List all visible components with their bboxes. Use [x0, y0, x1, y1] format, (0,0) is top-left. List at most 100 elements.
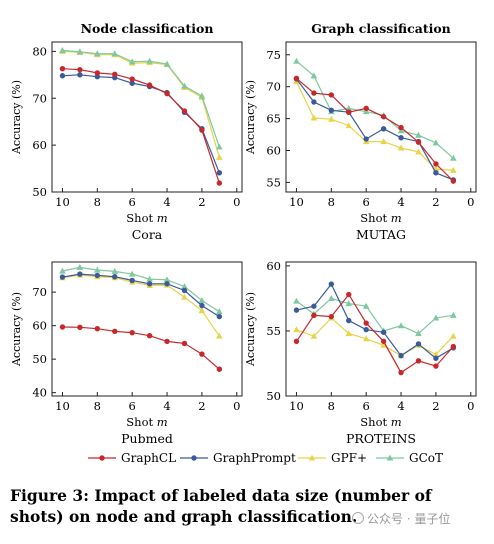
y-tick-label: 40 — [32, 386, 47, 400]
data-point — [181, 293, 188, 300]
legend-entry: GPF+ — [298, 451, 367, 465]
series-gpf- — [293, 314, 457, 359]
series-line — [62, 326, 220, 370]
legend-marker — [308, 454, 316, 461]
legend-label: GraphCL — [121, 451, 176, 465]
data-point — [380, 329, 387, 335]
x-axis-label: Shot m — [360, 415, 402, 429]
caption-label: Figure 3: — [10, 486, 89, 505]
data-point — [362, 302, 370, 309]
data-point — [146, 333, 153, 339]
series-line — [62, 273, 220, 318]
series-gpf- — [59, 47, 223, 160]
data-point — [77, 66, 83, 73]
x-tick-label: 0 — [233, 399, 240, 413]
series-gcot — [293, 57, 457, 161]
data-point — [363, 105, 369, 112]
data-point — [59, 47, 66, 53]
data-point — [216, 308, 223, 315]
data-point — [432, 314, 440, 321]
caption-text: Impact of labeled data size (number of s… — [10, 486, 432, 526]
series-line — [62, 50, 220, 158]
y-axis-label: Accuracy (%) — [10, 80, 23, 155]
series-line — [62, 49, 220, 148]
data-point — [77, 324, 83, 331]
data-point — [164, 338, 170, 345]
x-tick-label: 2 — [198, 399, 205, 413]
data-point — [293, 75, 300, 82]
data-point — [380, 126, 387, 132]
data-point — [112, 71, 118, 78]
data-point — [146, 281, 153, 287]
legend-entry: GraphPrompt — [180, 451, 296, 465]
data-point — [128, 58, 136, 65]
data-point — [345, 330, 353, 337]
data-point — [181, 287, 188, 294]
data-point — [76, 48, 84, 55]
watermark-text: 公众号 · 量子位 — [367, 512, 451, 526]
data-point — [216, 332, 223, 339]
x-tick-label: 6 — [363, 399, 370, 413]
x-tick-label: 6 — [129, 195, 136, 209]
data-point — [111, 50, 119, 57]
data-point — [397, 322, 405, 329]
data-point — [59, 73, 66, 79]
y-axis-label: Accuracy (%) — [10, 292, 23, 367]
data-point — [181, 108, 188, 114]
legend-label: GraphPrompt — [213, 451, 296, 465]
series-line — [62, 68, 220, 184]
data-point — [76, 263, 84, 270]
series-graphcl — [59, 324, 223, 372]
data-point — [293, 338, 300, 345]
series-graphprompt — [59, 72, 223, 176]
x-tick-label: 6 — [363, 195, 370, 209]
figure-caption: Figure 3: Impact of labeled data size (n… — [10, 485, 490, 527]
data-point — [112, 328, 118, 335]
data-point — [216, 143, 223, 150]
x-tick-label: 8 — [328, 399, 335, 413]
data-point — [433, 355, 439, 361]
data-point — [111, 267, 119, 274]
data-point — [398, 369, 404, 376]
data-point — [450, 154, 457, 161]
data-point — [94, 266, 101, 273]
series-line — [296, 317, 454, 357]
legend-marker — [191, 455, 197, 461]
chart-title: Node classification — [81, 21, 214, 36]
y-axis-label: Accuracy (%) — [244, 292, 257, 367]
chart-legend: GraphCL GraphPrompt GPF+ GCoT — [88, 451, 443, 465]
data-point — [198, 92, 206, 99]
x-tick-label: 4 — [397, 399, 404, 413]
data-point — [311, 90, 317, 96]
data-point — [310, 114, 318, 121]
data-point — [199, 351, 205, 357]
data-point — [432, 139, 440, 146]
data-point — [164, 281, 170, 287]
x-axis-label: Shot m — [126, 211, 168, 225]
data-point — [450, 178, 457, 184]
series-graphprompt — [293, 281, 457, 361]
data-point — [77, 72, 83, 78]
data-point — [199, 302, 205, 309]
series-graphcl — [293, 75, 457, 184]
y-tick-label: 70 — [266, 80, 281, 94]
data-point — [450, 166, 457, 173]
series-line — [62, 266, 220, 313]
data-point — [415, 131, 422, 138]
x-tick-label: 8 — [94, 195, 101, 209]
data-point — [346, 291, 352, 298]
data-point — [380, 138, 387, 145]
data-point — [415, 139, 422, 145]
series-gcot — [59, 47, 223, 150]
data-point — [181, 340, 188, 347]
x-tick-label: 0 — [467, 195, 474, 209]
x-tick-label: 4 — [397, 195, 404, 209]
y-tick-label: 60 — [32, 138, 47, 152]
data-point — [198, 307, 206, 314]
data-point — [59, 274, 66, 280]
data-point — [450, 343, 457, 350]
x-axis-label: Shot m — [126, 415, 168, 429]
data-point — [293, 297, 300, 304]
data-point — [94, 70, 101, 76]
chart-panel-1: Node classification 10 8 6 4 2 0 50 60 70 80 Shot m… — [10, 21, 243, 242]
